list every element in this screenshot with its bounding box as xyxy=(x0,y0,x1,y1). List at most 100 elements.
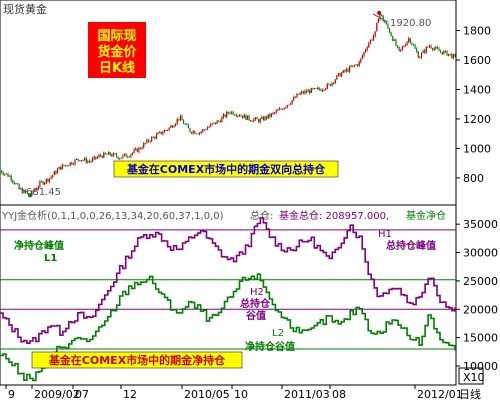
price-candle-body xyxy=(358,61,360,66)
annotation-h2: H2 xyxy=(250,287,264,298)
price-candle-body xyxy=(444,50,447,52)
price-candle-body xyxy=(144,143,146,144)
price-candle-body xyxy=(404,45,407,47)
net-position-banner-text: 基金在COMEX市场中的期金净持仓 xyxy=(48,353,226,367)
price-candle-body xyxy=(438,48,440,52)
price-candle-body xyxy=(213,122,215,124)
instrument-title: 现货黄金 xyxy=(3,2,47,16)
price-candle-body xyxy=(242,115,244,118)
price-y-tick-label: 1800 xyxy=(463,25,491,38)
price-candle-body xyxy=(74,159,76,165)
x-axis-unit: 日线 xyxy=(459,387,481,400)
price-candle-body xyxy=(187,124,189,129)
price-candle-body xyxy=(221,117,223,123)
x-axis-tick-label: 12 xyxy=(123,388,137,400)
price-candle-body xyxy=(288,104,290,106)
legend-fund-net: 基金净仓 xyxy=(406,209,446,222)
price-candle-body xyxy=(301,91,303,93)
price-candle-body xyxy=(355,64,357,66)
price-candle-body xyxy=(32,190,35,192)
price-candle-body xyxy=(395,39,397,46)
price-candle-body xyxy=(5,173,7,175)
price-candle-body xyxy=(448,53,450,56)
price-candle-body xyxy=(13,182,15,184)
price-candle-body xyxy=(325,88,327,90)
price-candle-body xyxy=(79,160,81,161)
price-candle-body xyxy=(53,171,55,176)
price-candle-body xyxy=(128,156,130,158)
indicator-scale-label: X10 xyxy=(463,371,485,384)
price-candle-body xyxy=(277,110,279,111)
price-candle-body xyxy=(192,131,194,134)
price-candle-body xyxy=(440,51,442,52)
price-candle-body xyxy=(226,112,228,117)
price-candle-body xyxy=(107,152,110,155)
price-candle-body xyxy=(269,114,271,117)
high-price-label: 1920.80 xyxy=(390,18,431,29)
low-price-pointer xyxy=(17,187,29,193)
price-candle-body xyxy=(60,166,62,170)
price-candle-body xyxy=(408,38,410,42)
price-candle-body xyxy=(167,129,169,131)
price-candle-body xyxy=(202,129,204,132)
price-candle-body xyxy=(237,115,239,117)
price-candle-body xyxy=(184,123,186,125)
annotation-l2: L2 xyxy=(272,328,284,339)
price-candle-body xyxy=(34,189,36,192)
price-candle-body xyxy=(16,183,19,185)
price-candle-body xyxy=(227,112,229,114)
price-candle-body xyxy=(374,31,376,36)
price-candle-body xyxy=(267,114,269,119)
price-candle-body xyxy=(336,75,338,80)
price-candle-body xyxy=(48,178,51,182)
price-candle-body xyxy=(36,188,38,190)
price-y-axis: 800 1000 1200 1400 1600 1800 xyxy=(456,25,491,185)
price-candle-body xyxy=(321,89,324,91)
price-candle-body xyxy=(175,123,177,126)
price-candle-body xyxy=(361,55,364,59)
price-candle-body xyxy=(272,112,274,114)
price-candle-body xyxy=(149,141,151,143)
price-candle-body xyxy=(186,124,188,126)
price-candle-body xyxy=(88,161,91,162)
price-candle-body xyxy=(286,105,288,108)
price-candle-body xyxy=(109,152,111,155)
net-position-banner xyxy=(31,351,243,369)
price-candle-body xyxy=(0,170,1,172)
price-candle-body xyxy=(205,129,207,131)
price-candle-body xyxy=(285,107,287,108)
price-candle-body xyxy=(123,153,126,156)
indicator-scale-box xyxy=(458,367,484,385)
price-candle-body xyxy=(238,115,241,117)
low-price-label: 681.45 xyxy=(26,187,61,198)
title-banner xyxy=(113,160,339,178)
price-y-tick-label: 1600 xyxy=(463,54,491,67)
price-candle-body xyxy=(412,44,415,46)
price-candle-body xyxy=(72,164,75,165)
price-candle-body xyxy=(157,132,159,135)
price-candle-body xyxy=(432,48,434,50)
price-candle-body xyxy=(80,160,83,161)
price-candle-body xyxy=(422,50,424,54)
indicator-y-tick-label: 25000 xyxy=(463,275,498,288)
price-candle-body xyxy=(416,48,418,52)
price-candle-body xyxy=(178,119,180,120)
price-candle-body xyxy=(344,70,346,72)
title-banner-text: 基金在COMEX市场中的期金双向总持仓 xyxy=(126,162,326,176)
price-candle-body xyxy=(203,129,205,131)
price-candle-body xyxy=(125,153,127,157)
price-candle-body xyxy=(417,51,419,58)
price-candle-body xyxy=(189,128,191,133)
price-candle-body xyxy=(98,155,100,157)
x-axis-tick-label: 10 xyxy=(234,388,248,400)
price-candle-body xyxy=(342,70,344,73)
price-candle-body xyxy=(380,14,383,16)
price-candle-body xyxy=(194,131,196,134)
price-candle-body xyxy=(141,148,143,149)
price-candle-body xyxy=(414,45,416,49)
price-candle-body xyxy=(160,131,162,135)
price-candle-body xyxy=(69,162,71,166)
price-candle-body xyxy=(143,143,145,149)
